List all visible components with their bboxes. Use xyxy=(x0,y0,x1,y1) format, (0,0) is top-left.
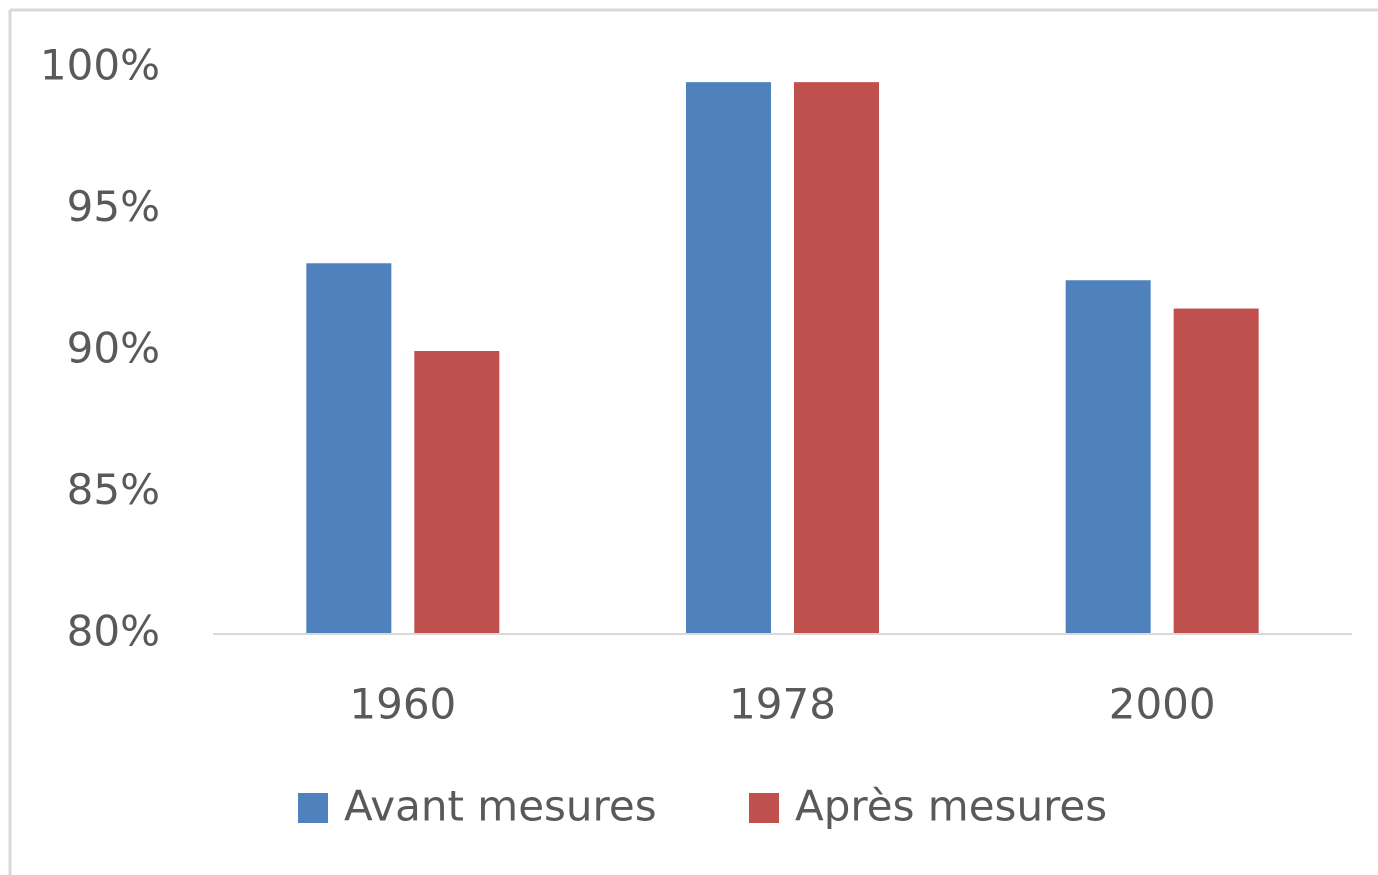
bar xyxy=(1173,308,1259,634)
legend-swatch xyxy=(749,793,779,823)
x-tick-label: 2000 xyxy=(1109,680,1216,729)
x-tick-label: 1960 xyxy=(349,680,456,729)
bar xyxy=(1065,280,1151,634)
legend-swatch xyxy=(298,793,328,823)
bar xyxy=(794,82,879,634)
y-tick-label: 95% xyxy=(67,182,160,231)
bar xyxy=(306,263,392,634)
y-tick-label: 100% xyxy=(40,41,160,90)
bar xyxy=(686,82,771,634)
x-tick-label: 1978 xyxy=(729,680,836,729)
legend-label: Avant mesures xyxy=(344,782,657,831)
bar xyxy=(414,351,500,634)
y-tick-label: 90% xyxy=(67,324,160,373)
y-tick-label: 80% xyxy=(67,607,160,656)
y-tick-label: 85% xyxy=(67,465,160,514)
legend-label: Après mesures xyxy=(795,782,1107,831)
